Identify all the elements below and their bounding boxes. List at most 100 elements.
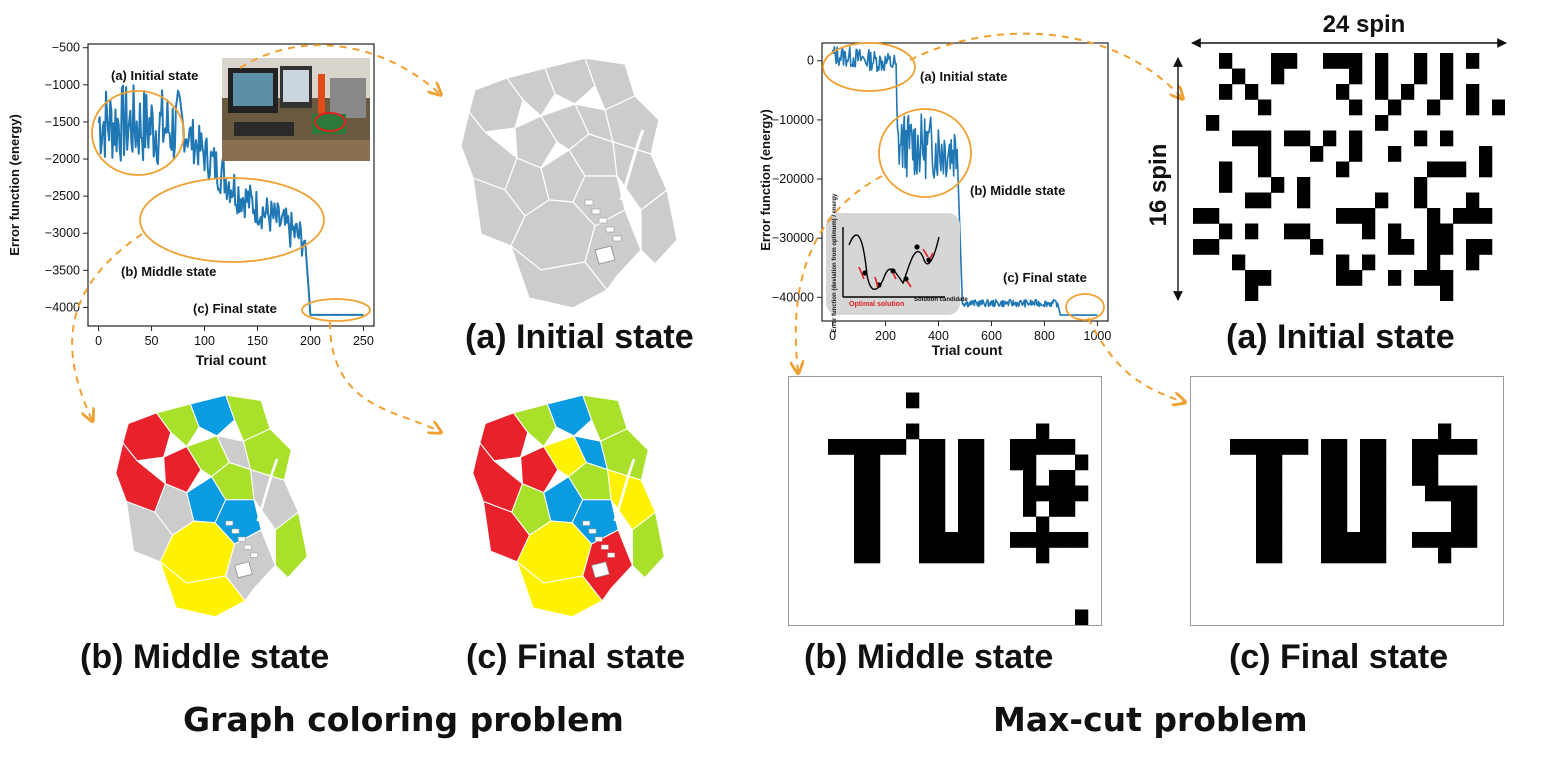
spin-cell — [1049, 485, 1063, 502]
spin-cell — [919, 501, 933, 517]
hardware-photo — [222, 58, 370, 161]
spin-cell — [1245, 130, 1259, 147]
y-tick-label: −2000 — [45, 152, 80, 166]
river — [613, 458, 636, 522]
district-region — [189, 394, 236, 437]
spin-grid-final — [1190, 376, 1504, 626]
spin-cell — [828, 439, 842, 455]
height-label: 16 spin — [1145, 144, 1172, 227]
spin-cell — [906, 423, 920, 440]
spin-cell — [867, 470, 881, 486]
y-axis-label: Error function (energy) — [7, 114, 22, 256]
tokyo-map-final — [472, 394, 665, 618]
spin-cell — [1245, 192, 1259, 209]
spin-cell — [1466, 84, 1480, 100]
spin-cell — [1375, 84, 1389, 100]
x-tick: 0 — [829, 321, 836, 343]
spin-cell — [919, 532, 933, 548]
spin-cell — [1321, 501, 1335, 517]
spin-cell — [1438, 439, 1452, 455]
district-region — [546, 394, 593, 437]
spin-cell — [1427, 254, 1441, 271]
spin-cell — [1256, 532, 1270, 548]
y-tick-label: −500 — [52, 41, 80, 55]
river — [256, 458, 279, 522]
spin-cell — [1362, 208, 1376, 224]
spin-cell — [1258, 130, 1272, 147]
graph-caption-final: (c) Final state — [466, 638, 686, 676]
spin-cell — [1362, 254, 1376, 271]
spin-cell — [1336, 208, 1350, 224]
spin-cell — [971, 454, 985, 471]
river — [619, 129, 645, 201]
spin-cell — [1075, 485, 1089, 502]
spin-cell — [971, 547, 985, 564]
spin-cell — [919, 485, 933, 502]
spin-cell — [1427, 239, 1441, 255]
spin-cell — [1062, 501, 1076, 517]
final-state-ellipse — [1065, 293, 1105, 321]
spin-cell — [1036, 516, 1050, 533]
inset-optimal-label: Optimal solution — [849, 301, 904, 308]
spin-cell — [1334, 532, 1348, 548]
y-tick-label: −40000 — [772, 290, 814, 304]
spin-cell — [1336, 270, 1350, 286]
spin-cell — [1269, 485, 1283, 502]
y-tick-label: −3000 — [45, 226, 80, 240]
spin-cell — [932, 501, 946, 517]
y-tick: −3000 — [45, 226, 88, 240]
x-tick-label: 800 — [1034, 329, 1055, 343]
spin-cell — [932, 470, 946, 486]
spin-cell — [1023, 439, 1037, 455]
spin-cell — [1334, 439, 1348, 455]
spin-cell — [1321, 485, 1335, 502]
spin-cell — [1479, 161, 1493, 178]
spin-cell — [1388, 223, 1402, 240]
x-tick-label: 600 — [981, 329, 1002, 343]
spin-cell — [1347, 547, 1361, 564]
spin-cell — [1010, 532, 1024, 548]
spin-cell — [1256, 516, 1270, 533]
spin-cell — [1375, 53, 1389, 69]
spin-cell — [1258, 146, 1272, 162]
arrow-to-final-map — [329, 321, 440, 432]
spin-cell — [1297, 223, 1311, 240]
spin-cell — [1349, 53, 1363, 69]
spin-cell — [1206, 208, 1220, 224]
spin-cell — [1321, 516, 1335, 533]
arrow-to-middle-map — [71, 233, 143, 420]
spin-cell — [919, 516, 933, 533]
spin-cell — [1010, 454, 1024, 471]
spin-cell — [1049, 470, 1063, 486]
spin-cell — [1427, 161, 1441, 178]
y-axis-label: Error function (energy) — [758, 109, 773, 251]
spin-cell — [854, 470, 868, 486]
spin-cell — [1362, 223, 1376, 240]
spin-cell — [1451, 485, 1465, 502]
spin-cell — [1219, 177, 1233, 193]
inset-ylabel: Error function (deviation from optimum) … — [832, 193, 838, 332]
spin-cell — [945, 547, 959, 564]
spin-cell — [1258, 192, 1272, 209]
x-tick: 250 — [353, 326, 374, 348]
arrow-to-final-grid — [1087, 317, 1184, 402]
spin-cell — [1427, 223, 1441, 240]
spin-cell — [1373, 485, 1387, 502]
spin-cell — [854, 439, 868, 455]
spin-cell — [1258, 270, 1272, 286]
spin-cell — [1360, 485, 1374, 502]
annotation-final: (c) Final state — [193, 301, 277, 316]
spin-cell — [1193, 208, 1207, 224]
spin-cell — [1425, 470, 1439, 486]
spin-cell — [1466, 53, 1480, 69]
y-tick: −2500 — [45, 189, 88, 203]
spin-cell — [1271, 53, 1285, 69]
y-tick-label: −4000 — [45, 300, 80, 314]
spin-cell — [1271, 177, 1285, 193]
spin-cell — [1349, 68, 1363, 85]
y-tick: −20000 — [772, 172, 822, 186]
energy-series-line — [831, 46, 1098, 316]
district-region — [155, 403, 200, 448]
spin-cell — [1232, 68, 1246, 85]
bay-islands — [582, 520, 615, 579]
